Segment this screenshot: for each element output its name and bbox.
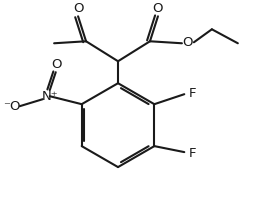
Text: O: O xyxy=(51,58,62,71)
Text: O: O xyxy=(182,36,192,49)
Text: O: O xyxy=(73,2,83,15)
Text: F: F xyxy=(188,147,195,160)
Text: N⁺: N⁺ xyxy=(41,90,58,103)
Text: ⁻O: ⁻O xyxy=(3,100,21,113)
Text: F: F xyxy=(188,87,195,100)
Text: O: O xyxy=(152,2,163,15)
